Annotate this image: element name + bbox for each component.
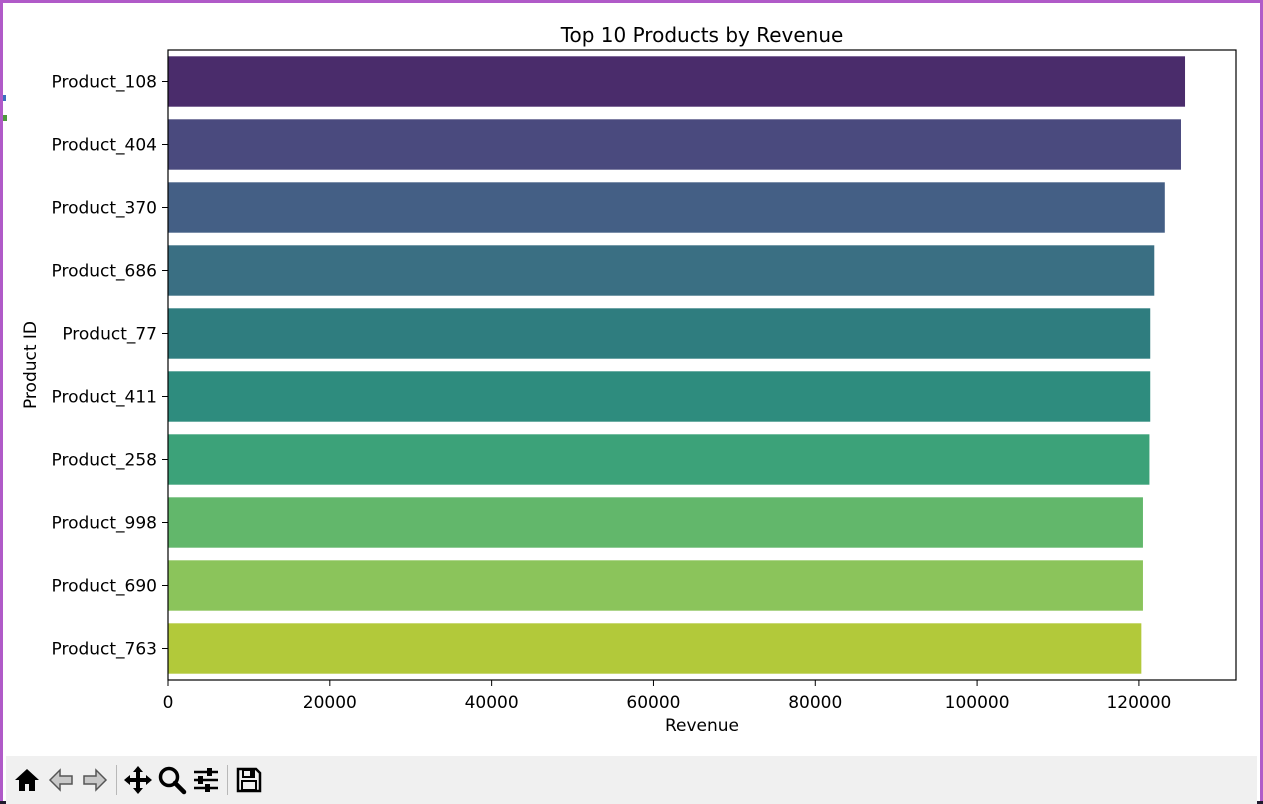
pan-button[interactable] [121, 763, 155, 797]
bar-product-690 [168, 560, 1143, 611]
x-tick-label: 80000 [788, 693, 842, 713]
y-tick-label: Product_404 [52, 136, 158, 156]
bars-group [168, 56, 1186, 674]
navigation-toolbar [6, 756, 1257, 804]
bar-product-686 [168, 245, 1155, 296]
bar-product-411 [168, 371, 1151, 422]
back-button[interactable] [44, 763, 78, 797]
y-ticks: Product_108 Product_404 Product_370 Product… [52, 73, 168, 660]
save-button[interactable] [232, 763, 266, 797]
y-tick-label: Product_686 [52, 262, 158, 282]
y-tick-label: Product_690 [52, 577, 158, 597]
x-tick-label: 0 [163, 693, 174, 713]
y-tick-label: Product_763 [52, 640, 158, 660]
y-tick-label: Product_258 [52, 451, 158, 471]
pan-icon [124, 766, 152, 794]
zoom-icon [158, 766, 187, 795]
chart-title: Top 10 Products by Revenue [560, 23, 844, 47]
y-axis-label: Product ID [21, 321, 41, 409]
toolbar-separator [227, 765, 228, 795]
forward-icon [83, 768, 108, 792]
x-tick-label: 120000 [1106, 693, 1171, 713]
x-tick-label: 100000 [945, 693, 1010, 713]
y-tick-label: Product_108 [52, 73, 158, 93]
bar-product-108 [168, 56, 1186, 107]
x-tick-label: 20000 [303, 693, 357, 713]
y-tick-label: Product_998 [52, 514, 158, 534]
x-ticks: 0 20000 40000 60000 80000 100000 120000 [163, 680, 1171, 713]
home-button[interactable] [10, 763, 44, 797]
left-edge-artifact [3, 95, 9, 125]
configure-subplots-icon [194, 768, 218, 792]
bar-product-404 [168, 119, 1181, 170]
toolbar-separator [116, 765, 117, 795]
bar-product-258 [168, 434, 1150, 485]
y-tick-label: Product_411 [52, 388, 158, 408]
x-axis-label: Revenue [665, 716, 739, 736]
bar-product-998 [168, 497, 1143, 548]
bar-product-763 [168, 623, 1142, 674]
x-tick-label: 60000 [626, 693, 680, 713]
bar-product-370 [168, 182, 1165, 233]
x-tick-label: 40000 [465, 693, 519, 713]
figure-canvas: Top 10 Products by Revenue Product_108 Pr… [3, 3, 1260, 753]
forward-button[interactable] [78, 763, 112, 797]
y-tick-label: Product_370 [52, 199, 158, 219]
axes-frame [167, 49, 1237, 681]
zoom-button[interactable] [155, 763, 189, 797]
configure-subplots-button[interactable] [189, 763, 223, 797]
y-tick-label: Product_77 [62, 325, 157, 345]
bar-product-77 [168, 308, 1151, 359]
save-icon [236, 767, 262, 793]
home-icon [15, 769, 39, 791]
back-icon [48, 768, 73, 792]
bar-chart: Top 10 Products by Revenue Product_108Pr… [21, 23, 1237, 736]
